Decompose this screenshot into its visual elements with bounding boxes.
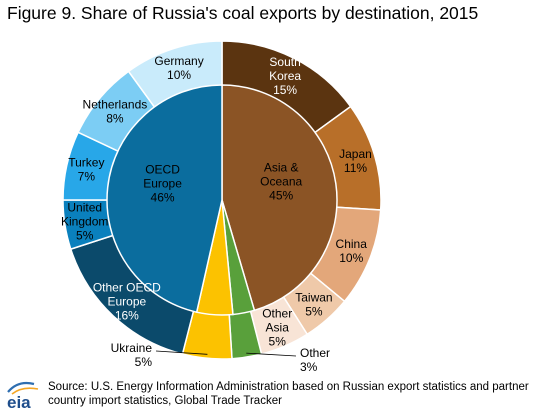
leader-ukraine <box>155 350 208 355</box>
logo-swoosh <box>7 381 35 393</box>
inner-ring <box>106 84 338 316</box>
logo-swoosh-accent <box>11 387 39 395</box>
outer-label-china: China 10% <box>336 237 368 265</box>
outer-label-other-asia: Other Asia 5% <box>262 307 292 349</box>
outer-label-south-korea: South Korea 15% <box>269 55 301 97</box>
outer-label-ukraine: Ukraine 5% <box>111 341 153 369</box>
outer-label-united-kingdom: United Kingdom 5% <box>61 201 108 243</box>
inner-label-oecd-europe: OECD Europe 46% <box>143 162 182 204</box>
leader-other <box>246 352 297 357</box>
outer-label-turkey: Turkey 7% <box>68 156 104 184</box>
logo-text: eia <box>7 393 31 412</box>
source-line-2: country import statistics, Global Trade … <box>48 395 282 407</box>
source-line-1: Source: U.S. Energy Information Administ… <box>48 381 529 393</box>
outer-label-germany: Germany 10% <box>154 54 203 82</box>
outer-label-netherlands: Netherlands 8% <box>83 97 148 125</box>
outer-label-japan: Japan 11% <box>339 147 372 175</box>
outer-label-taiwan: Taiwan 5% <box>295 290 332 318</box>
chart-title: Figure 9. Share of Russia's coal exports… <box>7 3 479 23</box>
footer: eia Source: U.S. Energy Information Admi… <box>4 378 552 412</box>
slice-labels: Asia & Oceana 45% OECD Europe 46% South Korea 15… <box>61 54 372 374</box>
outer-label-other-oecd-europe: Other OECD Europe 16% <box>93 280 161 322</box>
inner-slice-oecd-europe <box>106 84 223 314</box>
chart-svg: Asia & Oceana 45% OECD Europe 46% South Korea 15… <box>61 40 382 374</box>
inner-label-asia-oceana: Asia & Oceana 45% <box>260 160 302 202</box>
eia-logo: eia <box>7 381 39 412</box>
outer-label-other: Other 3% <box>300 346 330 374</box>
source-note: Source: U.S. Energy Information Administ… <box>48 380 529 408</box>
inner-slice-asia-oceana <box>221 84 338 312</box>
leader-lines <box>155 350 297 357</box>
